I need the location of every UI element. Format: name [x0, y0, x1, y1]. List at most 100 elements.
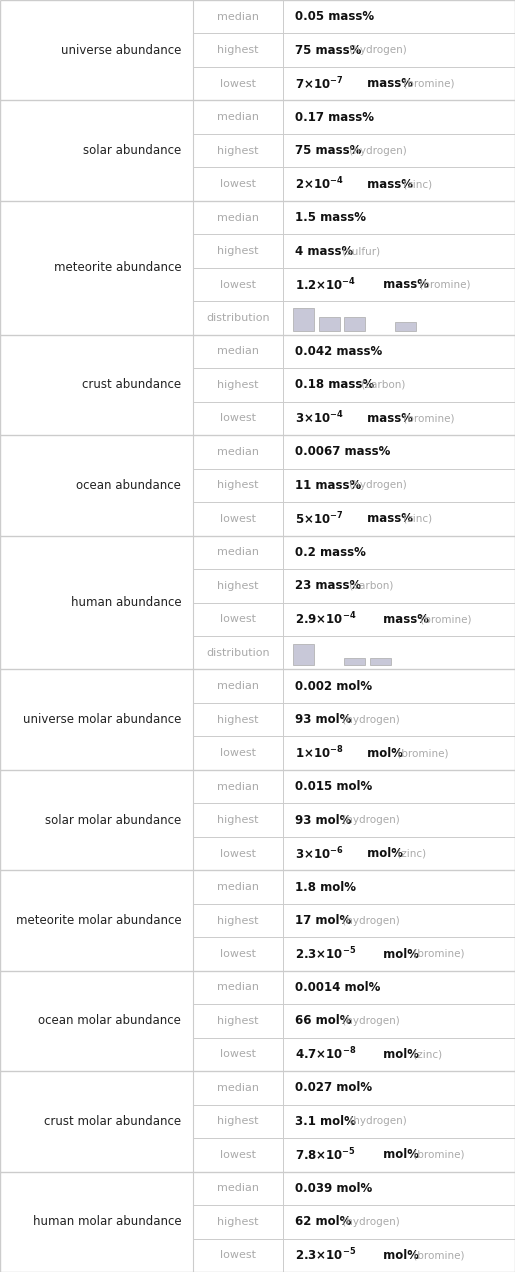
Bar	[344, 317, 365, 331]
Text: mass%: mass%	[363, 513, 413, 525]
Text: 0.042 mass%: 0.042 mass%	[295, 345, 383, 357]
Text: lowest: lowest	[220, 514, 256, 524]
Text: 0.17 mass%: 0.17 mass%	[295, 111, 374, 123]
Text: highest: highest	[217, 715, 259, 725]
Text: (bromine): (bromine)	[410, 949, 465, 959]
Text: (bromine): (bromine)	[394, 748, 449, 758]
Text: human molar abundance: human molar abundance	[32, 1215, 181, 1229]
Text: median: median	[217, 781, 259, 791]
Text: (zinc): (zinc)	[400, 514, 432, 524]
Text: $\mathbf{2.3{\times}10^{-5}}$: $\mathbf{2.3{\times}10^{-5}}$	[295, 945, 356, 963]
Text: lowest: lowest	[220, 1150, 256, 1160]
Text: mass%: mass%	[363, 78, 413, 90]
Text: lowest: lowest	[220, 748, 256, 758]
Text: 17 mol%: 17 mol%	[295, 915, 352, 927]
Text: ocean molar abundance: ocean molar abundance	[38, 1015, 181, 1028]
Text: 0.002 mol%: 0.002 mol%	[295, 679, 372, 693]
Text: median: median	[217, 446, 259, 457]
Text: mass%: mass%	[363, 178, 413, 191]
Text: $\mathbf{7{\times}10^{-7}}$: $\mathbf{7{\times}10^{-7}}$	[295, 75, 344, 92]
Text: mass%: mass%	[379, 279, 429, 291]
Text: median: median	[217, 11, 259, 22]
Text: (bromine): (bromine)	[410, 1150, 465, 1160]
Text: 23 mass%: 23 mass%	[295, 579, 362, 593]
Text: crust abundance: crust abundance	[82, 379, 181, 392]
Bar	[370, 659, 391, 665]
Text: lowest: lowest	[220, 79, 256, 89]
Text: $\mathbf{2.3{\times}10^{-5}}$: $\mathbf{2.3{\times}10^{-5}}$	[295, 1247, 356, 1263]
Text: human abundance: human abundance	[71, 597, 181, 609]
Text: $\mathbf{3{\times}10^{-6}}$: $\mathbf{3{\times}10^{-6}}$	[295, 846, 344, 862]
Text: median: median	[217, 1183, 259, 1193]
Bar	[344, 659, 365, 665]
Text: highest: highest	[217, 581, 259, 590]
Text: lowest: lowest	[220, 949, 256, 959]
Text: (hydrogen): (hydrogen)	[346, 46, 406, 55]
Text: (carbon): (carbon)	[346, 581, 393, 590]
Text: $\mathbf{1.2{\times}10^{-4}}$: $\mathbf{1.2{\times}10^{-4}}$	[295, 276, 356, 293]
Text: $\mathbf{1{\times}10^{-8}}$: $\mathbf{1{\times}10^{-8}}$	[295, 745, 344, 762]
Bar	[319, 317, 340, 331]
Text: 0.18 mass%: 0.18 mass%	[295, 379, 374, 392]
Text: 0.0014 mol%: 0.0014 mol%	[295, 981, 381, 993]
Text: 0.027 mol%: 0.027 mol%	[295, 1081, 372, 1094]
Text: $\mathbf{4.7{\times}10^{-8}}$: $\mathbf{4.7{\times}10^{-8}}$	[295, 1046, 356, 1062]
Text: universe molar abundance: universe molar abundance	[23, 714, 181, 726]
Text: highest: highest	[217, 1016, 259, 1027]
Text: mol%: mol%	[363, 847, 403, 860]
Text: mol%: mol%	[379, 948, 419, 960]
Text: (zinc): (zinc)	[410, 1049, 442, 1060]
Text: 75 mass%: 75 mass%	[295, 144, 362, 158]
Text: (bromine): (bromine)	[417, 614, 471, 625]
Text: mol%: mol%	[363, 747, 403, 759]
Text: highest: highest	[217, 481, 259, 491]
Text: median: median	[217, 881, 259, 892]
Text: (hydrogen): (hydrogen)	[346, 1117, 406, 1127]
Text: highest: highest	[217, 916, 259, 926]
Text: mol%: mol%	[380, 1048, 419, 1061]
Text: 93 mol%: 93 mol%	[295, 714, 352, 726]
Text: 93 mol%: 93 mol%	[295, 814, 352, 827]
Bar	[395, 322, 416, 331]
Text: (hydrogen): (hydrogen)	[339, 916, 400, 926]
Text: 75 mass%: 75 mass%	[295, 43, 362, 57]
Text: 0.05 mass%: 0.05 mass%	[295, 10, 374, 23]
Text: median: median	[217, 547, 259, 557]
Text: distribution: distribution	[207, 313, 270, 323]
Text: $\mathbf{7.8{\times}10^{-5}}$: $\mathbf{7.8{\times}10^{-5}}$	[295, 1146, 356, 1163]
Text: universe abundance: universe abundance	[61, 43, 181, 57]
Text: (zinc): (zinc)	[400, 179, 433, 190]
Text: lowest: lowest	[220, 280, 256, 290]
Text: (hydrogen): (hydrogen)	[339, 1217, 400, 1226]
Text: solar abundance: solar abundance	[83, 144, 181, 158]
Text: 0.0067 mass%: 0.0067 mass%	[295, 445, 390, 458]
Text: $\mathbf{3{\times}10^{-4}}$: $\mathbf{3{\times}10^{-4}}$	[295, 410, 344, 426]
Text: $\mathbf{2.9{\times}10^{-4}}$: $\mathbf{2.9{\times}10^{-4}}$	[295, 611, 356, 627]
Text: ocean abundance: ocean abundance	[76, 478, 181, 492]
Text: lowest: lowest	[220, 413, 256, 424]
Text: (hydrogen): (hydrogen)	[339, 815, 400, 826]
Text: (hydrogen): (hydrogen)	[346, 481, 406, 491]
Text: lowest: lowest	[220, 614, 256, 625]
Text: highest: highest	[217, 380, 259, 391]
Text: 1.8 mol%: 1.8 mol%	[295, 880, 356, 893]
Text: 11 mass%: 11 mass%	[295, 478, 362, 492]
Text: 66 mol%: 66 mol%	[295, 1015, 352, 1028]
Text: $\mathbf{2{\times}10^{-4}}$: $\mathbf{2{\times}10^{-4}}$	[295, 176, 344, 192]
Text: median: median	[217, 212, 259, 223]
Text: 0.039 mol%: 0.039 mol%	[295, 1182, 372, 1194]
Text: (hydrogen): (hydrogen)	[339, 715, 400, 725]
Text: (hydrogen): (hydrogen)	[339, 1016, 400, 1027]
Text: (bromine): (bromine)	[400, 79, 454, 89]
Text: mass%: mass%	[380, 613, 430, 626]
Text: mass%: mass%	[363, 412, 413, 425]
Text: lowest: lowest	[220, 179, 256, 190]
Text: highest: highest	[217, 1117, 259, 1127]
Text: (sulfur): (sulfur)	[339, 245, 381, 256]
Text: highest: highest	[217, 46, 259, 55]
Text: median: median	[217, 682, 259, 691]
Text: lowest: lowest	[220, 1049, 256, 1060]
Text: distribution: distribution	[207, 647, 270, 658]
Text: lowest: lowest	[220, 1250, 256, 1261]
Text: highest: highest	[217, 145, 259, 155]
